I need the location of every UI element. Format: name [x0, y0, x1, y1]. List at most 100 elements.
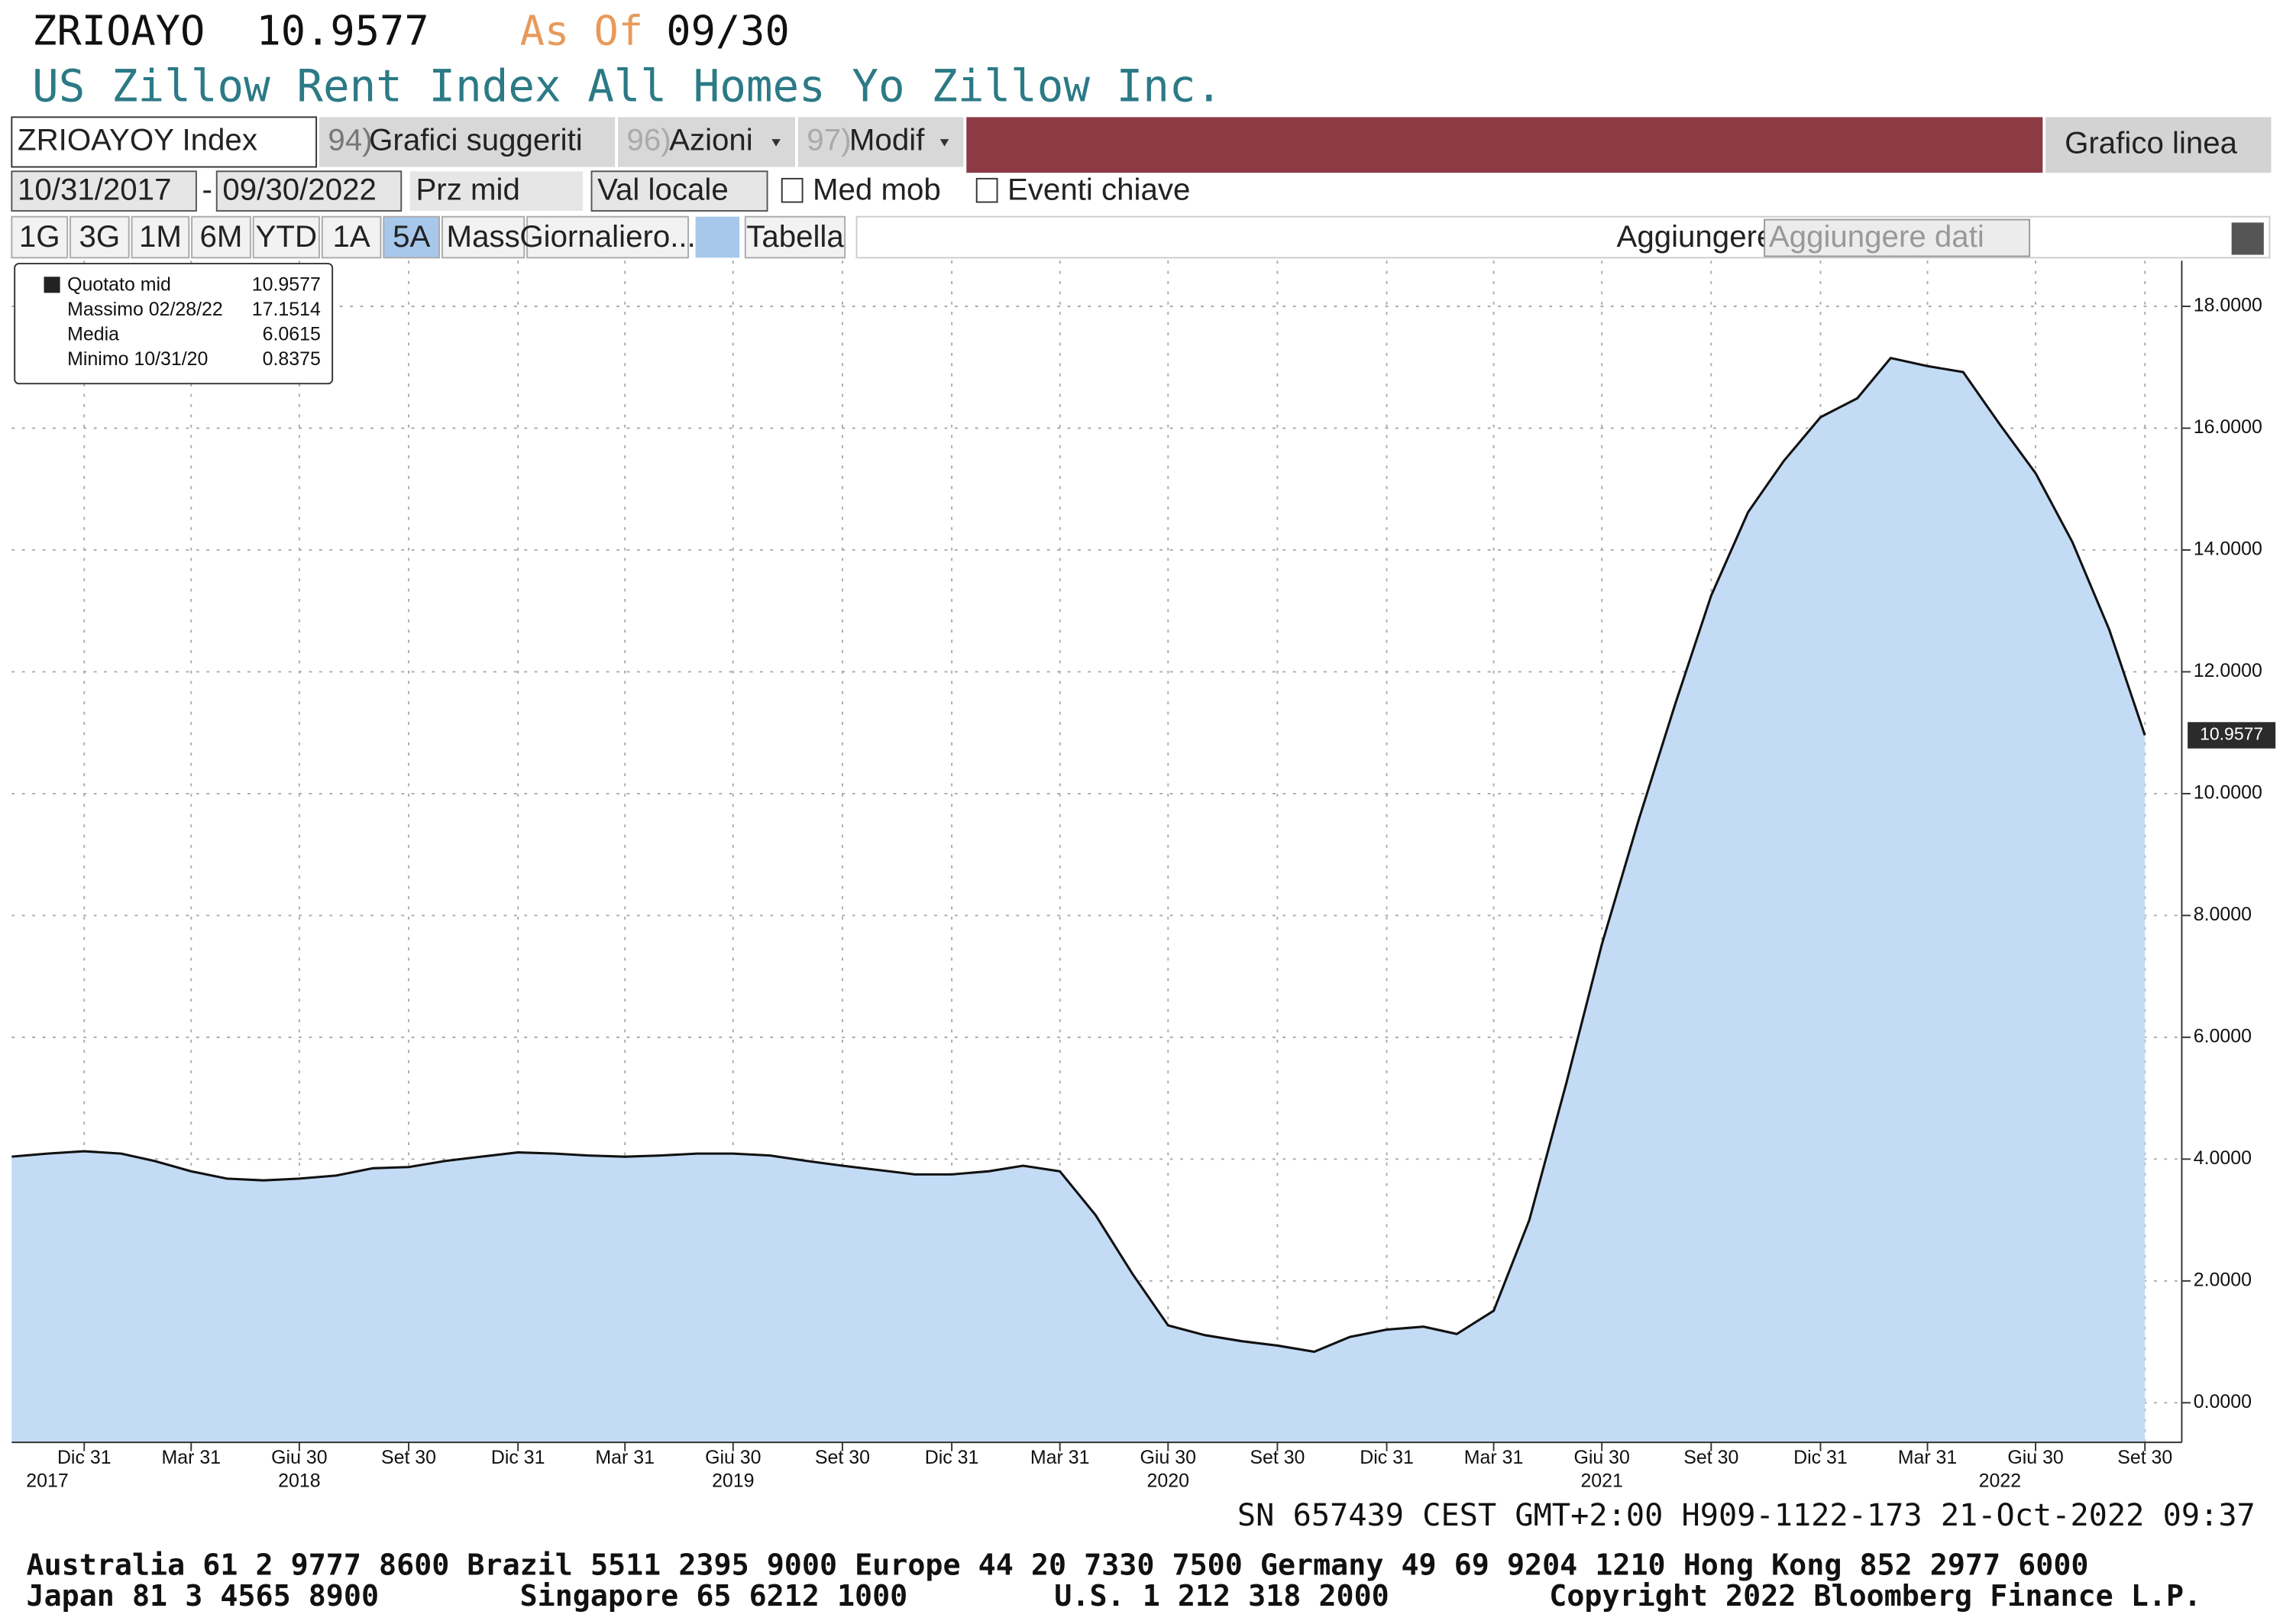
line [11, 356, 2146, 1354]
button[interactable] [319, 117, 616, 167]
button-label: Modif [849, 123, 925, 157]
y-tick-label: 6.0000 [2194, 1025, 2252, 1047]
date-input[interactable] [215, 170, 403, 212]
range-label: Giornaliero... [519, 219, 695, 254]
legend-value: 0.8375 [263, 348, 321, 370]
add-label: Aggiungere [1616, 219, 1774, 254]
dash: - [202, 173, 212, 207]
x-tick-label: Giu 30 [271, 1447, 327, 1468]
range-button[interactable] [526, 215, 689, 259]
start-date: 10/31/2017 [18, 173, 171, 207]
checkbox[interactable] [781, 177, 804, 203]
x-tick-label: Set 30 [2117, 1447, 2172, 1468]
x-tick-label: Dic 31 [925, 1447, 979, 1468]
subtitle: US Zillow Rent Index All Homes Yo Zillow… [32, 61, 1222, 112]
currency-input[interactable] [590, 170, 768, 212]
x-tick-label: Set 30 [1250, 1447, 1305, 1468]
last-price-label: 10.9577 [2200, 724, 2263, 744]
x-tick-label: Giu 30 [1573, 1447, 1629, 1468]
legend-name: Minimo 10/31/20 [67, 348, 208, 370]
add-input-text: Aggiungere dati [1769, 219, 1984, 254]
add-bar [855, 215, 2271, 259]
x-tick-label: Giu 30 [2007, 1447, 2063, 1468]
year-label: 2022 [1979, 1470, 2021, 1491]
last-price-tag [2188, 722, 2276, 749]
x-tick-label: Giu 30 [705, 1447, 761, 1468]
legend-value: 10.9577 [252, 273, 321, 295]
button-num: 97) [807, 123, 851, 157]
y-tick-label: 14.0000 [2194, 539, 2262, 560]
range-label: Tabella [746, 219, 844, 254]
y-tick-label: 0.0000 [2194, 1391, 2252, 1412]
chart-area: 0.0000 2.0000 4.0000 6.0000 8.0000 10.0000 12.… [11, 260, 2276, 1491]
legend-box [14, 263, 334, 385]
range-label: 3G [79, 219, 121, 254]
contacts: U.S. 1 212 318 2000 [1054, 1579, 1389, 1613]
range-label: Mass [447, 219, 520, 254]
y-tick-label: 16.0000 [2194, 416, 2262, 438]
end-date: 09/30/2022 [222, 173, 376, 207]
security-box[interactable] [11, 116, 318, 168]
as-of: As Of [520, 7, 644, 55]
contacts: Japan 81 3 4565 8900 [27, 1579, 380, 1613]
x-tick-label: Giu 30 [1140, 1447, 1196, 1468]
checkbox[interactable] [975, 177, 998, 203]
range-button[interactable] [744, 215, 846, 259]
ticker: ZRIOAYO [32, 7, 205, 55]
contacts: Singapore 65 6212 1000 [520, 1579, 908, 1613]
chart-type: Grafico linea [2065, 125, 2238, 160]
legend-swatch [44, 277, 60, 293]
range-button[interactable] [383, 215, 441, 259]
range-button[interactable] [131, 215, 190, 259]
range-button[interactable] [70, 215, 130, 259]
menu-button[interactable] [2231, 222, 2264, 255]
chart-icon-button[interactable] [695, 216, 740, 258]
x-tick-label: Dic 31 [1793, 1447, 1848, 1468]
x-tick-label: Mar 31 [162, 1447, 222, 1468]
button[interactable] [2045, 117, 2272, 173]
range-label: 1A [332, 219, 370, 254]
button[interactable] [618, 117, 795, 167]
range-label: 1G [19, 219, 60, 254]
security: ZRIOAYOY Index [18, 123, 257, 157]
button[interactable] [797, 117, 964, 167]
range-label: 6M [200, 219, 243, 254]
x-tick-label: Mar 31 [1030, 1447, 1090, 1468]
range-label: YTD [256, 219, 318, 254]
legend-name: Massimo 02/28/22 [67, 299, 223, 320]
range-button[interactable] [11, 215, 69, 259]
contacts: Australia 61 2 9777 8600 Brazil 5511 239… [27, 1548, 2089, 1583]
session: SN 657439 CEST GMT+2:00 H909-1122-173 21… [1237, 1498, 2256, 1533]
field-input[interactable] [409, 171, 584, 212]
title-bar [966, 117, 2043, 173]
contacts: Copyright 2022 Bloomberg Finance L.P. [1549, 1579, 2201, 1613]
x-tick-label: Set 30 [1683, 1447, 1738, 1468]
legend-name: Quotato mid [67, 273, 171, 295]
x-tick-label: Dic 31 [1360, 1447, 1414, 1468]
range-button[interactable] [252, 215, 320, 259]
x-tick-label: Set 30 [815, 1447, 870, 1468]
year-label: 2021 [1580, 1470, 1622, 1491]
year-label: 2019 [712, 1470, 754, 1491]
button-label: Azioni [669, 123, 753, 157]
range-label: 1M [139, 219, 182, 254]
legend-name: Media [67, 324, 119, 345]
range-button[interactable] [191, 215, 251, 259]
date-input[interactable] [11, 170, 197, 212]
legend-value: 6.0615 [263, 324, 321, 345]
y-tick-label: 10.0000 [2194, 782, 2262, 804]
button-num: 96) [627, 123, 671, 157]
year-label: 2020 [1147, 1470, 1189, 1491]
x-tick-label: Mar 31 [595, 1447, 655, 1468]
range-button[interactable] [441, 215, 525, 259]
add-input[interactable] [1764, 218, 2031, 257]
y-tick-label: 18.0000 [2194, 295, 2262, 316]
legend: Quotato mid 10.9577 Massimo 02/28/22 17.151… [44, 273, 321, 370]
dropdown-arrow [771, 139, 781, 147]
field: Prz mid [416, 173, 519, 207]
range-label: 5A [393, 219, 430, 254]
button-num: 94) [328, 123, 372, 157]
y-tick-label: 4.0000 [2194, 1147, 2252, 1169]
range-button[interactable] [321, 215, 382, 259]
